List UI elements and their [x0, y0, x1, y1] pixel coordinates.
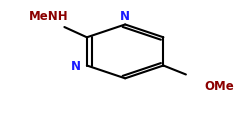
Text: OMe: OMe: [204, 80, 234, 92]
Text: N: N: [71, 60, 81, 73]
Text: MeNH: MeNH: [28, 10, 68, 23]
Text: N: N: [120, 10, 130, 23]
